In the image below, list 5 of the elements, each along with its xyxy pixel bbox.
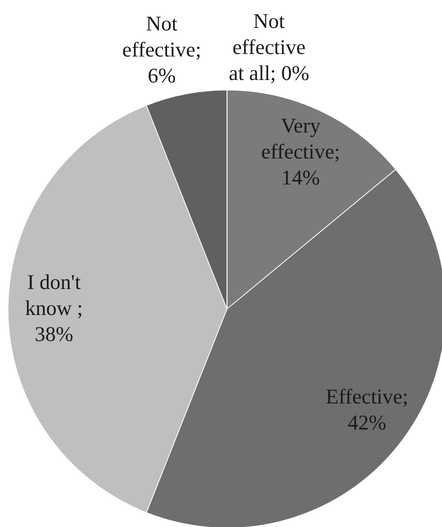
- data-label: I don't know ; 38%: [25, 270, 83, 346]
- data-label: Not effective; 6%: [122, 12, 202, 88]
- data-label: Effective; 42%: [326, 384, 408, 435]
- text: Not effective at all; 0%: [228, 9, 310, 85]
- data-label: Very effective; 14%: [261, 113, 340, 190]
